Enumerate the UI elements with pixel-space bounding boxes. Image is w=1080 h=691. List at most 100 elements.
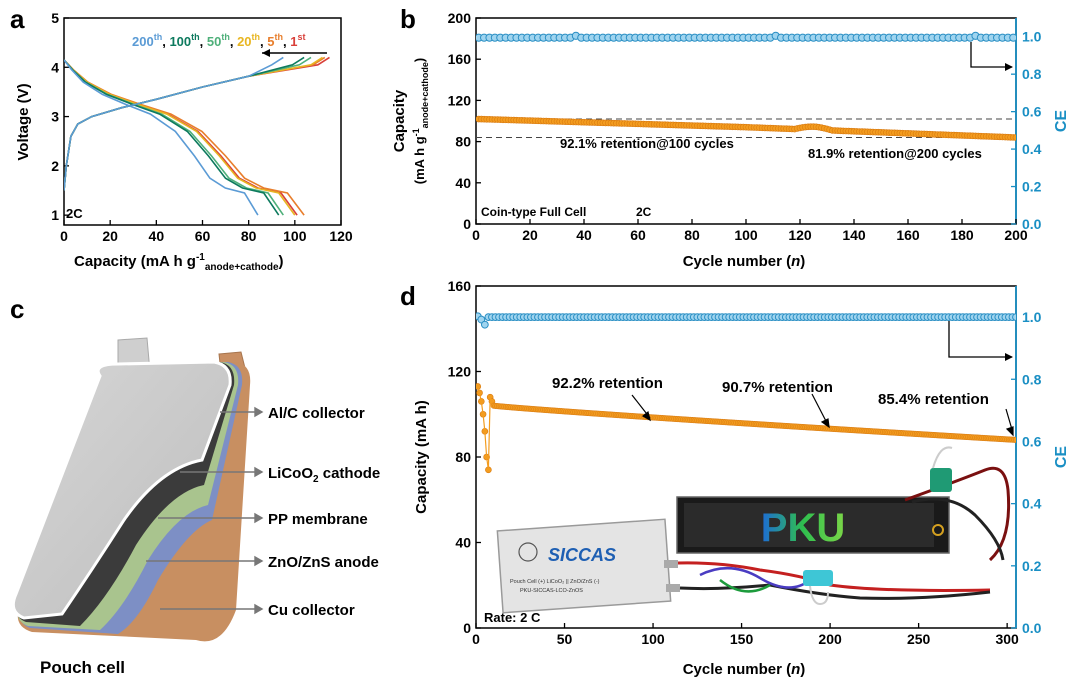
panel-d-xlabel: Cycle number (n) [683,661,806,678]
pouch-tab-2 [666,584,680,592]
led-matrix [684,503,934,547]
capacity-point [1012,134,1016,141]
y-tick-label: 160 [448,278,472,294]
x-tick-label: 100 [734,227,758,243]
panel-d-ce-arrow [948,321,1012,358]
panel-label-a: a [10,4,25,34]
photo-pouch-cell [496,518,672,614]
panel-b-xlabel: Cycle number (n) [683,253,806,270]
panel-d-pouch-cell-cycling: 0 50 100 150 200 250 300 0 40 80 120 160 0.0 0.2 0.4 0.… [413,278,1070,678]
panel-d-ylabel: Capacity (mA h) [413,400,430,514]
panel-a-curves [64,56,330,216]
y2-tick-label: 0.2 [1022,179,1042,195]
al-collector-layer [11,360,232,620]
svg-text:(mA h g-1anode+cathode): (mA h g-1anode+cathode) [411,58,430,185]
panel-d-data [476,312,1016,474]
y-tick-label: 120 [448,364,472,380]
y-tick-label: 80 [455,134,471,150]
legend-entry: 5 [267,34,274,49]
charge-curve-5th [64,56,326,191]
x-tick-label: 150 [730,631,754,647]
x-tick-label: 180 [950,227,974,243]
panel-c-pouch-cell-schematic: Al/C collector LiCoO2 cathode PP membran… [11,337,380,677]
binder-clip-2 [803,570,833,586]
panel-a-arrow-head [262,49,270,57]
x-tick-label: 120 [788,227,812,243]
capacity-early-line [477,386,493,470]
panel-b-coin-cell-cycling: 0 20 40 60 80 100 120 140 160 180 200 0 40 80 120 160 20… [391,10,1070,270]
panel-a-rate-label: 2C [66,206,83,221]
panel-d-ce-arrow-head [1005,353,1013,361]
discharge-curve-100th [64,59,280,216]
legend-entry: 50 [207,34,221,49]
y-tick-label: 80 [455,449,471,465]
x-tick-label: 0 [472,631,480,647]
legend-entry: 100 [169,34,191,49]
panel-b-ticks: 0 20 40 60 80 100 120 140 160 180 200 0 40 80 120 160 20… [448,10,1042,243]
svg-text:Capacity: Capacity [391,89,408,152]
layer-pointers [146,406,264,615]
x-tick-label: 250 [907,631,931,647]
y-tick-label: 0 [463,216,471,232]
clip-handle-2 [809,585,829,606]
x-tick-label: 160 [896,227,920,243]
x-tick-label: 60 [195,228,211,244]
legend-entry: 20 [237,34,251,49]
wire-black-1 [911,497,1005,561]
panel-b-data [476,31,1016,141]
panel-d-y2label: CE [1053,446,1070,469]
x-tick-label: 80 [241,228,257,244]
x-tick-label: 0 [472,227,480,243]
panel-a-legend: 200th, 100th, 50th, 20th, 5th, 1st [132,32,306,49]
capacity-point [1012,436,1016,443]
x-tick-label: 20 [522,227,538,243]
y-tick-label: 40 [455,175,471,191]
y-tick-label: 120 [448,92,472,108]
x-tick-label: 100 [283,228,307,244]
panel-b-y2label: CE [1053,110,1070,133]
panel-d-retention-2: 90.7% retention [722,379,833,396]
y-tick-label: 1 [51,207,59,223]
y2-tick-label: 0.8 [1022,66,1042,82]
wire-purple [699,566,811,589]
x-tick-label: 40 [149,228,165,244]
x-tick-label: 60 [630,227,646,243]
label-al-collector: Al/C collector [268,405,365,422]
retention-pointers [631,393,1014,437]
panel-b-ce-arrow [970,42,1012,68]
panel-a-ylabel: Voltage (V) [15,83,32,160]
x-tick-label: 0 [60,228,68,244]
wire-black-2 [679,583,991,600]
panel-b-ylabel: Capacity (mA h g-1anode+cathode) [391,58,430,185]
panel-b-retention-200: 81.9% retention@200 cycles [808,146,982,161]
charge-curve-20th [64,56,323,191]
y-tick-label: 160 [448,51,472,67]
charge-curve-200th [64,56,284,191]
discharge-curve-200th [64,59,259,216]
panel-a-frame [63,17,342,226]
pouch-line-2: PKU-SICCAS-LCO-ZnOS [520,588,583,594]
y-tick-label: 0 [463,620,471,636]
panel-d-rate: Rate: 2 C [484,610,541,625]
discharge-curve-50th [64,59,284,216]
y2-tick-label: 0.4 [1022,141,1042,157]
panel-label-d: d [400,281,416,311]
y-tick-label: 40 [455,535,471,551]
y2-tick-label: 0.6 [1022,104,1042,120]
panel-label-c: c [10,294,24,324]
label-membrane: PP membrane [268,511,368,528]
discharge-curve-5th [64,59,305,216]
x-tick-label: 300 [995,631,1019,647]
panel-b-rate: 2C [636,205,652,219]
label-cu-collector: Cu collector [268,602,355,619]
clip-handle-1 [932,446,953,469]
panel-d-retention-1: 92.2% retention [552,375,663,392]
x-tick-label: 200 [1004,227,1028,243]
y-tick-label: 5 [51,10,59,26]
x-tick-label: 80 [684,227,700,243]
pouch-cell-title: Pouch cell [40,658,125,677]
led-button [932,524,944,536]
y2-tick-label: 1.0 [1022,29,1042,45]
